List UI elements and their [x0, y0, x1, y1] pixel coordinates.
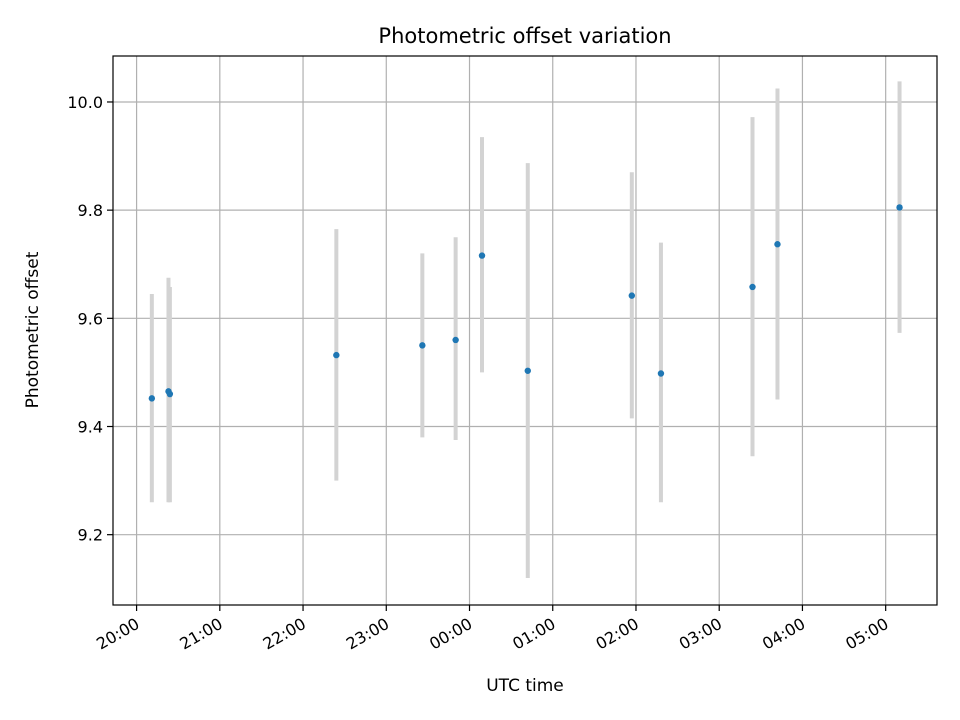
y-tick-label: 9.6	[78, 309, 103, 328]
data-point	[333, 351, 340, 359]
data-points	[148, 204, 903, 402]
data-point	[166, 390, 174, 398]
y-tick-label: 10.0	[67, 93, 103, 112]
y-axis-ticks: 9.2 9.4 9.6 9.8 10.0	[67, 93, 113, 545]
data-point	[524, 367, 531, 374]
x-tick-label: 02:00	[593, 614, 642, 654]
y-tick-label: 9.4	[78, 418, 103, 437]
x-axis-label: UTC time	[486, 676, 564, 696]
data-point	[478, 252, 486, 259]
plot-frame	[112, 55, 938, 606]
x-tick-label: 01:00	[509, 614, 558, 654]
y-tick-label: 9.2	[78, 526, 103, 545]
data-point	[774, 241, 781, 248]
x-tick-label: 22:00	[260, 614, 309, 654]
grid	[113, 56, 937, 605]
data-point	[419, 342, 426, 349]
data-point	[148, 395, 156, 402]
x-tick-label: 04:00	[759, 614, 808, 654]
data-point	[896, 204, 903, 211]
x-tick-label: 21:00	[176, 614, 225, 654]
error-bars	[149, 81, 902, 578]
x-tick-label: 00:00	[426, 614, 475, 654]
x-axis-ticks: 20:00 21:00 22:00 23:00 00:00 01:00 02:00 03:00…	[93, 605, 892, 654]
data-point	[749, 283, 756, 291]
x-tick-label: 05:00	[842, 614, 891, 654]
x-tick-label: 20:00	[93, 614, 142, 654]
y-tick-label: 9.8	[78, 201, 103, 220]
x-tick-label: 23:00	[343, 614, 392, 654]
data-point	[657, 370, 665, 377]
data-point	[628, 292, 636, 299]
x-tick-label: 03:00	[676, 614, 725, 654]
data-point	[452, 336, 459, 344]
chart-title: Photometric offset variation	[378, 24, 671, 48]
y-axis-label: Photometric offset	[23, 251, 43, 408]
